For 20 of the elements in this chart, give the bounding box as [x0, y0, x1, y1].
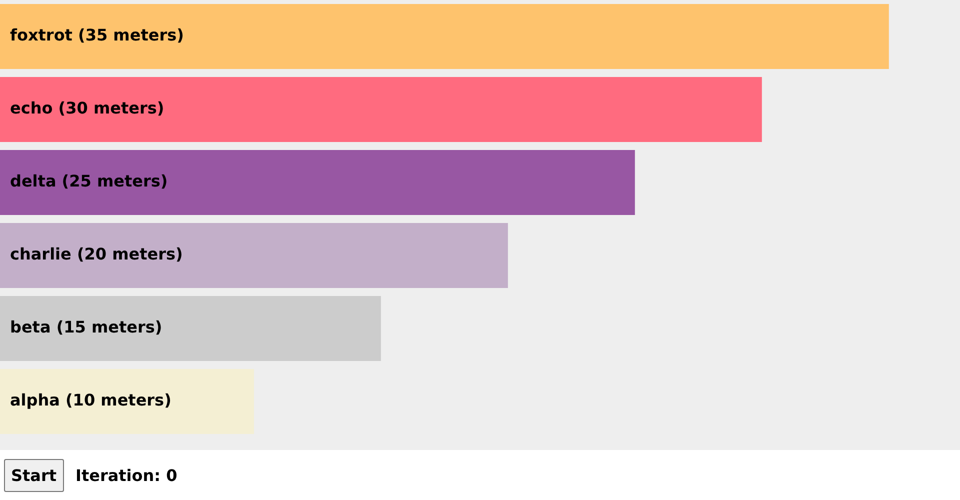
- text: Iteration: 0: [76, 466, 178, 484]
- y-tick-label: delta: [10, 172, 56, 191]
- data-label: (15 meters): [56, 318, 162, 337]
- data-label: (10 meters): [65, 390, 172, 410]
- y-tick-label: charlie: [10, 244, 72, 264]
- y-tick-label: beta: [10, 318, 51, 337]
- bar: [0, 369, 254, 434]
- y-tick-label: foxtrot: [10, 26, 73, 45]
- y-tick-label: echo: [10, 98, 53, 118]
- data-label: (20 meters): [76, 244, 183, 264]
- bar: [0, 223, 508, 288]
- start-button: Start: [4, 458, 64, 492]
- data-label: (25 meters): [62, 172, 168, 191]
- data-label: (30 meters): [58, 98, 164, 118]
- bar: [0, 150, 635, 215]
- bar: [0, 77, 762, 142]
- y-tick-label: alpha: [10, 390, 60, 410]
- bar: [0, 296, 381, 361]
- bar: [0, 4, 889, 69]
- data-label: (35 meters): [78, 26, 184, 45]
